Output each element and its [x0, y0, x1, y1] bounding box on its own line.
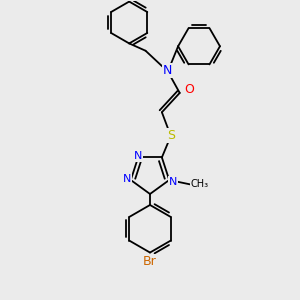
Text: Br: Br: [143, 255, 157, 268]
Text: N: N: [134, 151, 142, 161]
Text: N: N: [169, 176, 177, 187]
Text: S: S: [167, 129, 175, 142]
Text: O: O: [184, 83, 194, 97]
Text: N: N: [163, 64, 172, 76]
Text: N: N: [123, 173, 131, 184]
Text: CH₃: CH₃: [190, 179, 208, 190]
